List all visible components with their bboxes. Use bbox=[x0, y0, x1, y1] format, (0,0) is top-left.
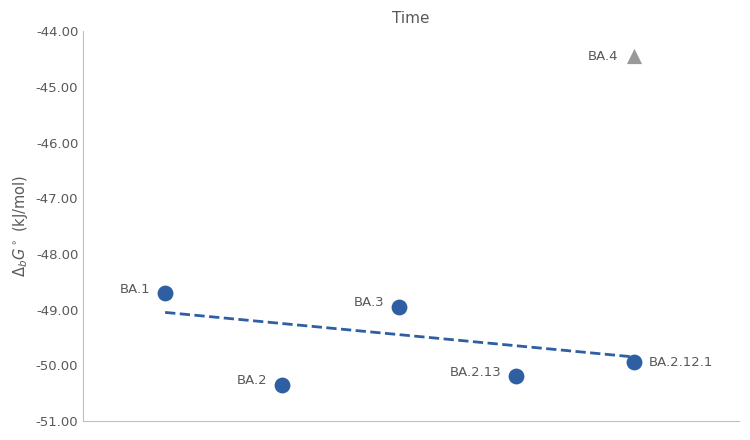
Point bbox=[628, 359, 640, 366]
Title: Time: Time bbox=[392, 11, 430, 26]
Text: BA.2.13: BA.2.13 bbox=[449, 366, 501, 379]
Text: BA.2.12.1: BA.2.12.1 bbox=[649, 356, 713, 369]
Text: BA.4: BA.4 bbox=[588, 50, 618, 63]
Point bbox=[393, 303, 405, 310]
Y-axis label: $\Delta_b G^\circ$ (kJ/mol): $\Delta_b G^\circ$ (kJ/mol) bbox=[11, 175, 30, 277]
Text: BA.3: BA.3 bbox=[353, 297, 384, 309]
Text: BA.1: BA.1 bbox=[119, 282, 150, 296]
Point bbox=[511, 373, 523, 380]
Point bbox=[159, 290, 171, 297]
Text: BA.2: BA.2 bbox=[236, 374, 267, 387]
Point bbox=[276, 381, 288, 388]
Point bbox=[628, 53, 640, 60]
